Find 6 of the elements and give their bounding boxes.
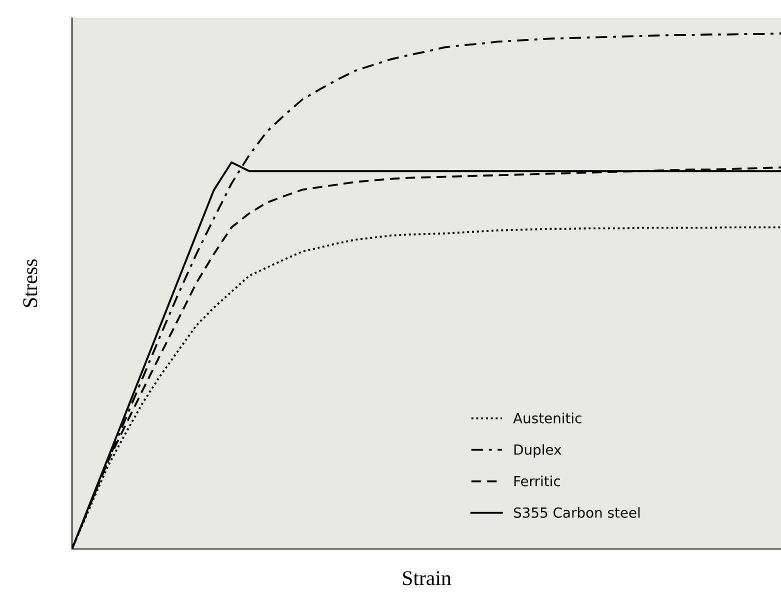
legend-label: Ferritic: [514, 476, 560, 486]
y-axis-title: Stress: [23, 259, 38, 307]
legend-label: Austenitic: [513, 412, 582, 424]
legend-label: Duplex: [514, 444, 562, 458]
x-axis-title: Strain: [403, 571, 452, 586]
legend-label: S355 Carbon steel: [514, 507, 640, 518]
